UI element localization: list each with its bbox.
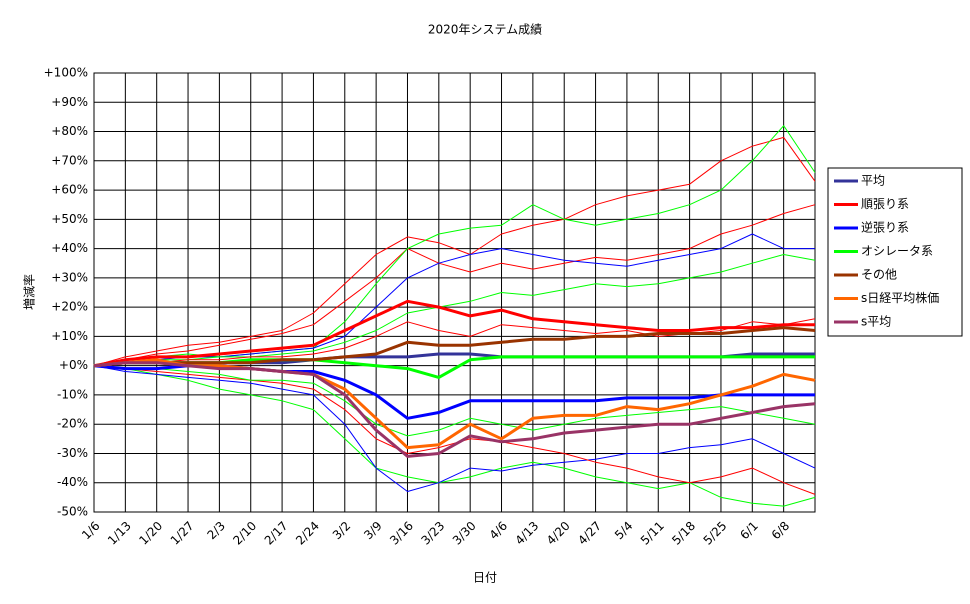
legend-label: オシレータ系 [861,244,933,258]
y-tick-label: +100% [44,66,88,80]
series-line [93,361,816,458]
legend-label: s平均 [861,315,891,329]
series-line [93,358,816,450]
member-line [93,365,816,507]
y-tick-label: +60% [51,183,88,197]
member-line [93,365,816,492]
legend-label: その他 [861,268,897,282]
series-line [93,326,816,368]
y-tick-label: +50% [51,212,88,226]
y-tick-label: -10% [57,387,88,401]
y-tick-label: -50% [57,505,88,519]
member-line [93,365,816,437]
y-tick-label: +30% [51,270,88,284]
x-axis-label: 日付 [473,571,497,585]
y-tick-label: +40% [51,241,88,255]
legend-label: 順張り系 [861,197,909,211]
y-tick-label: +10% [51,329,88,343]
series-line [93,299,815,368]
chart-title: 2020年システム成績 [428,23,542,37]
y-tick-label: +90% [51,95,88,109]
y-tick-label: -30% [57,446,88,460]
y-tick-label: -20% [57,417,88,431]
legend-label: s日経平均株価 [861,290,939,305]
legend-label: 平均 [861,174,885,188]
member-line [93,136,816,367]
member-line [93,254,816,367]
y-tick-label: +20% [51,300,88,314]
y-tick-label: +70% [51,153,88,167]
y-axis-label: 増減率 [22,274,37,310]
y-tick-label: +0% [59,358,88,372]
y-tick-label: +80% [51,124,88,138]
member-line [93,204,816,367]
y-tick-label: -40% [57,475,88,489]
legend-label: 逆張り系 [861,220,909,235]
